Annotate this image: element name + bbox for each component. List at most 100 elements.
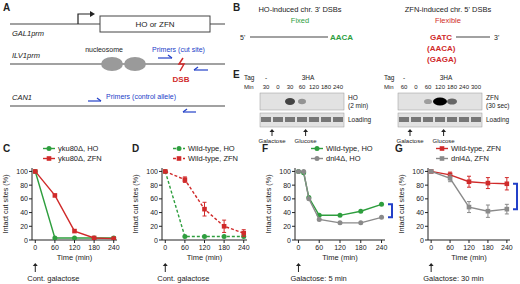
- band: [298, 99, 306, 104]
- panel-label: B: [233, 2, 240, 13]
- point: [296, 169, 301, 174]
- legend-label: dnl4Δ, ZFN: [451, 154, 489, 163]
- primer-arrow: [88, 100, 101, 101]
- point: [163, 169, 168, 174]
- label: HO-induced chr. 3' DSBs: [258, 5, 341, 14]
- sequence: (GAGA): [427, 55, 457, 64]
- label: 3HA: [302, 74, 315, 81]
- point: [338, 220, 343, 225]
- arrow-head: [429, 263, 434, 266]
- panel-label: D: [132, 143, 139, 154]
- primer-arrow-head: [194, 67, 198, 70]
- x-tick: [94, 240, 95, 243]
- y-tick: [29, 198, 32, 199]
- error-bar: [486, 205, 490, 217]
- lane-label: 60: [425, 84, 432, 90]
- strand: [456, 36, 490, 37]
- y-tick: [159, 185, 162, 186]
- label: Glucose: [295, 138, 318, 144]
- band: [285, 98, 295, 105]
- y-tick: [292, 240, 295, 241]
- label: Tag: [384, 74, 395, 82]
- lane-label: 180: [447, 84, 458, 90]
- point: [379, 202, 384, 207]
- y-tick: [29, 185, 32, 186]
- error-bar: [505, 178, 509, 190]
- x-tick-label: 60: [446, 244, 454, 251]
- point: [111, 236, 116, 240]
- y-tick-label: 0: [154, 237, 158, 244]
- loading-blot: [398, 113, 482, 127]
- label: Min: [384, 84, 394, 90]
- label: Tag: [244, 74, 255, 82]
- x-tick: [381, 240, 382, 243]
- point: [338, 213, 343, 218]
- arrow-head: [441, 129, 446, 132]
- label: (30 sec): [486, 102, 509, 110]
- loading-band: [399, 117, 409, 122]
- label: Loading: [486, 116, 510, 124]
- x-tick: [340, 240, 341, 243]
- legend-marker: [47, 146, 52, 151]
- label: Galactose: [396, 138, 424, 144]
- promoter-arrow: [78, 14, 90, 24]
- sequence: (AACA): [427, 44, 456, 53]
- lane-label: 240: [333, 84, 344, 90]
- label: HO: [348, 94, 358, 101]
- legend-label: Wild-type, ZFN: [188, 154, 238, 163]
- x-tick-label: 120: [69, 244, 81, 251]
- label: Primers (control allele): [106, 93, 176, 101]
- arrow-head: [33, 263, 38, 266]
- point: [358, 220, 363, 225]
- x-tick-label: 0: [33, 244, 37, 251]
- point: [202, 234, 207, 239]
- label: Fixed: [291, 16, 309, 25]
- x-axis-label: Time (min): [57, 253, 93, 262]
- y-tick-label: 0: [24, 237, 28, 244]
- y-tick: [292, 226, 295, 227]
- y-tick: [29, 240, 32, 241]
- panel-label: F: [262, 143, 268, 154]
- y-tick-label: 0: [420, 237, 424, 244]
- chart: 020406080100060120180240Time (min)Intact…: [1, 168, 120, 283]
- y-tick: [159, 212, 162, 213]
- error-bar: [505, 204, 509, 214]
- x-tick: [506, 240, 507, 243]
- point: [241, 231, 246, 236]
- lane-label: 120: [309, 84, 320, 90]
- x-axis-label: Time (min): [187, 253, 223, 262]
- point: [505, 181, 510, 186]
- point: [52, 235, 57, 240]
- y-axis-label: Intact cut sites (%): [264, 174, 273, 233]
- sequence: GATC: [430, 33, 452, 42]
- legend-label: Wild-type, ZFN: [451, 144, 501, 153]
- x-tick: [360, 240, 361, 243]
- y-tick: [425, 212, 428, 213]
- x-axis-label: Time (min): [451, 253, 487, 262]
- point: [163, 169, 168, 174]
- lane-label: 30: [263, 84, 270, 90]
- label: CAN1: [12, 93, 32, 102]
- series-line: [431, 171, 507, 211]
- panel-label: C: [3, 143, 10, 154]
- error-bar: [203, 202, 207, 216]
- point: [222, 224, 227, 229]
- y-tick-label: 0: [287, 237, 291, 244]
- series-line: [298, 171, 381, 222]
- legend-label: dnl4Δ, HO: [326, 154, 361, 163]
- y-tick-label: 20: [416, 223, 424, 230]
- error-bar: [448, 175, 452, 182]
- y-tick-label: 20: [20, 223, 28, 230]
- label: -: [265, 74, 267, 81]
- x-tick-label: 180: [218, 244, 230, 251]
- lane-label: 30: [287, 84, 294, 90]
- y-tick-label: 20: [283, 223, 291, 230]
- x-tick-label: 240: [376, 244, 388, 251]
- y-tick-label: 40: [283, 209, 291, 216]
- arrow: [35, 265, 36, 272]
- loading-band: [321, 117, 331, 122]
- point: [467, 179, 472, 184]
- panel-label: G: [395, 143, 403, 154]
- y-axis: [295, 168, 296, 240]
- primer-arrow-head: [97, 98, 101, 101]
